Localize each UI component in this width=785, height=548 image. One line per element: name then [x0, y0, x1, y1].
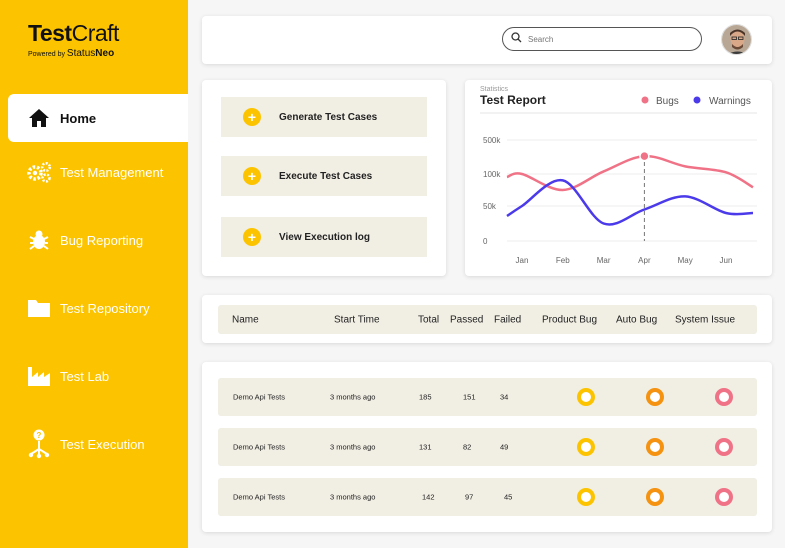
sidebar-item-test-execution[interactable]: ? Test Execution: [8, 420, 188, 468]
cell-name: Demo Api Tests: [233, 492, 285, 502]
execute-test-cases-button[interactable]: + Execute Test Cases: [221, 156, 427, 196]
sidebar-item-label: Test Execution: [60, 436, 145, 452]
product-bug-indicator[interactable]: [577, 388, 595, 406]
x-tick-label: Jan: [516, 256, 529, 265]
chart-subtitle: Statistics: [480, 86, 509, 93]
product-bug-indicator[interactable]: [577, 438, 595, 456]
factory-icon: [26, 363, 52, 389]
sidebar-item-label: Test Management: [60, 164, 164, 180]
bug-icon: [26, 227, 52, 253]
x-tick-label: May: [678, 256, 693, 265]
sidebar-item-label: Test Lab: [60, 368, 110, 384]
cell-start-time: 3 months ago: [330, 392, 376, 402]
sidebar-item-test-management[interactable]: Test Management: [8, 148, 188, 196]
auto-bug-indicator[interactable]: [646, 388, 664, 406]
home-icon: [26, 105, 52, 131]
svg-text:?: ?: [37, 431, 42, 440]
auto-bug-indicator[interactable]: [646, 438, 664, 456]
sidebar-item-bug-reporting[interactable]: Bug Reporting: [8, 216, 188, 264]
sidebar-item-label: Home: [60, 110, 97, 126]
column-header-failed[interactable]: Failed: [494, 314, 522, 325]
plus-icon: +: [243, 167, 261, 185]
view-execution-log-button[interactable]: + View Execution log: [221, 217, 427, 257]
generate-test-cases-button[interactable]: + Generate Test Cases: [221, 97, 427, 137]
avatar[interactable]: [721, 24, 752, 55]
column-header-product-bug[interactable]: Product Bug: [542, 314, 598, 325]
column-header-total[interactable]: Total: [418, 314, 440, 325]
cell-failed: 34: [500, 392, 509, 402]
logo-text-bold: Test: [28, 20, 72, 46]
highlight-point[interactable]: [639, 150, 650, 162]
x-tick-label: Mar: [597, 256, 611, 265]
plus-icon: +: [243, 228, 261, 246]
system-issue-indicator[interactable]: [715, 388, 733, 406]
cell-failed: 49: [500, 442, 509, 452]
system-issue-indicator[interactable]: [715, 488, 733, 506]
sidebar-item-test-repository[interactable]: Test Repository: [8, 284, 188, 332]
y-tick-label: 0: [483, 237, 488, 246]
sidebar-item-home[interactable]: Home: [8, 94, 188, 142]
column-header-passed[interactable]: Passed: [450, 314, 484, 325]
gears-icon: [26, 159, 52, 185]
cell-start-time: 3 months ago: [330, 442, 376, 452]
folder-icon: [26, 295, 52, 321]
test-report-chart: Statistics Test Report Bugs Warnings 500…: [480, 86, 757, 265]
cell-passed: 151: [463, 392, 476, 402]
search-input[interactable]: [528, 34, 688, 44]
sidebar-item-test-lab[interactable]: Test Lab: [8, 352, 188, 400]
table-row[interactable]: Demo Api Tests 3 months ago 131 82 49: [218, 428, 757, 466]
sidebar-item-label: Test Repository: [60, 300, 150, 316]
x-tick-label: Jun: [720, 256, 733, 265]
column-header-start-time[interactable]: Start Time: [334, 314, 380, 325]
column-header-system-issue[interactable]: System Issue: [675, 314, 736, 325]
cell-total: 142: [422, 492, 435, 502]
cell-start-time: 3 months ago: [330, 492, 376, 502]
logo-text-light: Craft: [71, 20, 120, 46]
chart-title: Test Report: [480, 93, 546, 107]
cell-name: Demo Api Tests: [233, 392, 285, 402]
legend-marker-warnings: [693, 96, 701, 104]
plus-icon: +: [243, 108, 261, 126]
y-tick-label: 50k: [483, 202, 497, 211]
x-tick-label: Feb: [556, 256, 570, 265]
test-report-card: Statistics Test Report Bugs Warnings 500…: [465, 80, 772, 276]
cell-name: Demo Api Tests: [233, 442, 285, 452]
brand-text-light: Status: [66, 48, 96, 59]
action-label: View Execution log: [279, 231, 370, 243]
y-tick-label: 100k: [483, 170, 501, 179]
sidebar: TestCraft Powered by StatusNeo Home Test…: [0, 0, 188, 548]
cell-passed: 82: [463, 442, 472, 452]
app-logo[interactable]: TestCraft Powered by StatusNeo: [28, 20, 119, 59]
table-row[interactable]: Demo Api Tests 3 months ago 185 151 34: [218, 378, 757, 416]
x-tick-label: Apr: [638, 256, 651, 265]
legend-label-bugs: Bugs: [656, 96, 679, 107]
cell-passed: 97: [465, 492, 474, 502]
action-label: Generate Test Cases: [279, 111, 378, 123]
y-tick-label: 500k: [483, 136, 501, 145]
column-header-name[interactable]: Name: [232, 314, 259, 325]
search-icon: [511, 30, 522, 48]
system-issue-indicator[interactable]: [715, 438, 733, 456]
powered-by-text: Powered by: [28, 51, 65, 58]
sidebar-item-label: Bug Reporting: [60, 232, 144, 248]
product-bug-indicator[interactable]: [577, 488, 595, 506]
cell-failed: 45: [504, 492, 513, 502]
legend-marker-bugs: [641, 96, 649, 104]
brand-text-bold: Neo: [95, 48, 115, 59]
table-row[interactable]: Demo Api Tests 3 months ago 142 97 45: [218, 478, 757, 516]
action-label: Execute Test Cases: [279, 170, 373, 182]
table-header: Name Start Time Total Passed Failed Prod…: [218, 305, 757, 334]
column-header-auto-bug[interactable]: Auto Bug: [616, 314, 658, 325]
cell-total: 131: [419, 442, 432, 452]
auto-bug-indicator[interactable]: [646, 488, 664, 506]
cell-total: 185: [419, 392, 432, 402]
series-line-warnings[interactable]: [506, 179, 754, 226]
execution-icon: ?: [26, 429, 52, 459]
series-line-bugs[interactable]: [506, 154, 754, 192]
search-box[interactable]: [502, 27, 702, 51]
legend-label-warnings: Warnings: [709, 96, 751, 107]
